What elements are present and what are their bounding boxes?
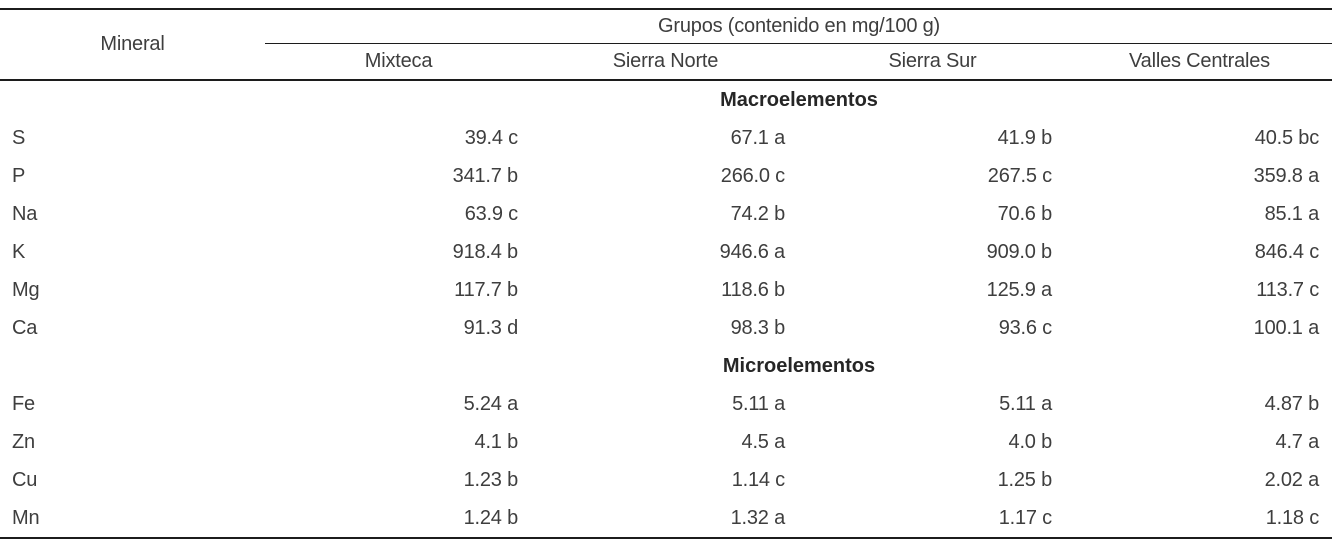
- value-cell: 4.7 a: [1275, 430, 1320, 453]
- table-row: Cu 1.23 b 1.14 c 1.25 b 2.02 a: [0, 461, 1332, 499]
- empty-cell: [0, 347, 265, 385]
- value-cell: 70.6 b: [997, 202, 1053, 225]
- minerals-by-group-table: Mineral Grupos (contenido en mg/100 g) M…: [0, 8, 1332, 539]
- table-row: K 918.4 b 946.6 a 909.0 b 846.4 c: [0, 233, 1332, 271]
- table-row: Ca 91.3 d 98.3 b 93.6 c 100.1 a: [0, 309, 1332, 347]
- column-header-sierra-sur: Sierra Sur: [799, 43, 1066, 81]
- value-cell: 125.9 a: [986, 278, 1053, 301]
- value-cell: 909.0 b: [986, 240, 1053, 263]
- value-cell: 93.6 c: [998, 316, 1052, 339]
- table-body: Macroelementos S 39.4 c 67.1 a 41.9 b 40…: [0, 80, 1332, 539]
- value-cell: 91.3 d: [463, 316, 519, 339]
- mineral-label: Cu: [12, 468, 38, 491]
- value-cell: 85.1 a: [1264, 202, 1320, 225]
- mineral-label: Zn: [12, 430, 35, 453]
- value-cell: 1.17 c: [799, 499, 1066, 539]
- value-cell: 2.02 a: [1264, 468, 1320, 491]
- table-row: P 341.7 b 266.0 c 267.5 c 359.8 a: [0, 157, 1332, 195]
- mineral-label: Fe: [12, 392, 35, 415]
- table-row: Mg 117.7 b 118.6 b 125.9 a 113.7 c: [0, 271, 1332, 309]
- table-row: Na 63.9 c 74.2 b 70.6 b 85.1 a: [0, 195, 1332, 233]
- value-cell: 1.25 b: [997, 468, 1053, 491]
- value-cell: 267.5 c: [987, 164, 1052, 187]
- column-header-mixteca: Mixteca: [265, 43, 532, 81]
- column-header-mineral: Mineral: [0, 9, 265, 81]
- header-row-groups: Mineral Grupos (contenido en mg/100 g): [0, 9, 1332, 81]
- header-row-regions: Mixteca Sierra Norte Sierra Sur Valles C…: [0, 43, 1332, 81]
- value-cell: 5.11 a: [999, 392, 1052, 415]
- table-header: Mineral Grupos (contenido en mg/100 g) M…: [0, 9, 1332, 81]
- column-header-sierra-norte: Sierra Norte: [532, 43, 799, 81]
- mineral-label: Mg: [12, 278, 40, 301]
- table-row: Zn 4.1 b 4.5 a 4.0 b 4.7 a: [0, 423, 1332, 461]
- mineral-label: K: [12, 240, 26, 263]
- value-cell: 846.4 c: [1254, 240, 1320, 263]
- value-cell: 918.4 b: [452, 240, 519, 263]
- mineral-label: S: [12, 126, 26, 149]
- section-row-microelementos: Microelementos: [0, 347, 1332, 385]
- value-cell: 266.0 c: [720, 164, 785, 187]
- value-cell: 4.1 b: [474, 430, 519, 453]
- mineral-label: P: [12, 164, 26, 187]
- value-cell: 100.1 a: [1253, 316, 1320, 339]
- value-cell: 4.0 b: [1008, 430, 1053, 453]
- mineral-label: Na: [12, 202, 38, 225]
- value-cell: 4.87 b: [1264, 392, 1320, 415]
- section-row-macroelementos: Macroelementos: [0, 80, 1332, 119]
- mineral-label: Mn: [0, 499, 265, 539]
- value-cell: 946.6 a: [719, 240, 786, 263]
- table-row: Mn 1.24 b 1.32 a 1.17 c 1.18 c: [0, 499, 1332, 539]
- mineral-label: Ca: [12, 316, 38, 339]
- value-cell: 98.3 b: [730, 316, 786, 339]
- value-cell: 1.23 b: [463, 468, 519, 491]
- value-cell: 1.18 c: [1066, 499, 1332, 539]
- value-cell: 118.6 b: [721, 278, 785, 301]
- value-cell: 74.2 b: [730, 202, 786, 225]
- value-cell: 5.24 a: [463, 392, 519, 415]
- value-cell: 1.32 a: [532, 499, 799, 539]
- empty-cell: [0, 80, 265, 119]
- table-row: S 39.4 c 67.1 a 41.9 b 40.5 bc: [0, 119, 1332, 157]
- section-title-microelementos: Microelementos: [722, 354, 876, 377]
- value-cell: 5.11 a: [732, 392, 785, 415]
- group-spanner-header: Grupos (contenido en mg/100 g): [265, 9, 1332, 44]
- value-cell: 1.24 b: [265, 499, 532, 539]
- value-cell: 4.5 a: [741, 430, 786, 453]
- value-cell: 39.4 c: [464, 126, 518, 149]
- value-cell: 1.14 c: [731, 468, 785, 491]
- value-cell: 41.9 b: [997, 126, 1053, 149]
- value-cell: 67.1 a: [730, 126, 786, 149]
- value-cell: 63.9 c: [464, 202, 518, 225]
- section-title-macroelementos: Macroelementos: [720, 88, 878, 111]
- value-cell: 341.7 b: [452, 164, 519, 187]
- value-cell: 359.8 a: [1253, 164, 1320, 187]
- value-cell: 40.5 bc: [1254, 126, 1320, 149]
- table-row: Fe 5.24 a 5.11 a 5.11 a 4.87 b: [0, 385, 1332, 423]
- column-header-valles-centrales: Valles Centrales: [1066, 43, 1332, 81]
- value-cell: 117.7 b: [454, 278, 518, 301]
- value-cell: 113.7 c: [1256, 278, 1320, 301]
